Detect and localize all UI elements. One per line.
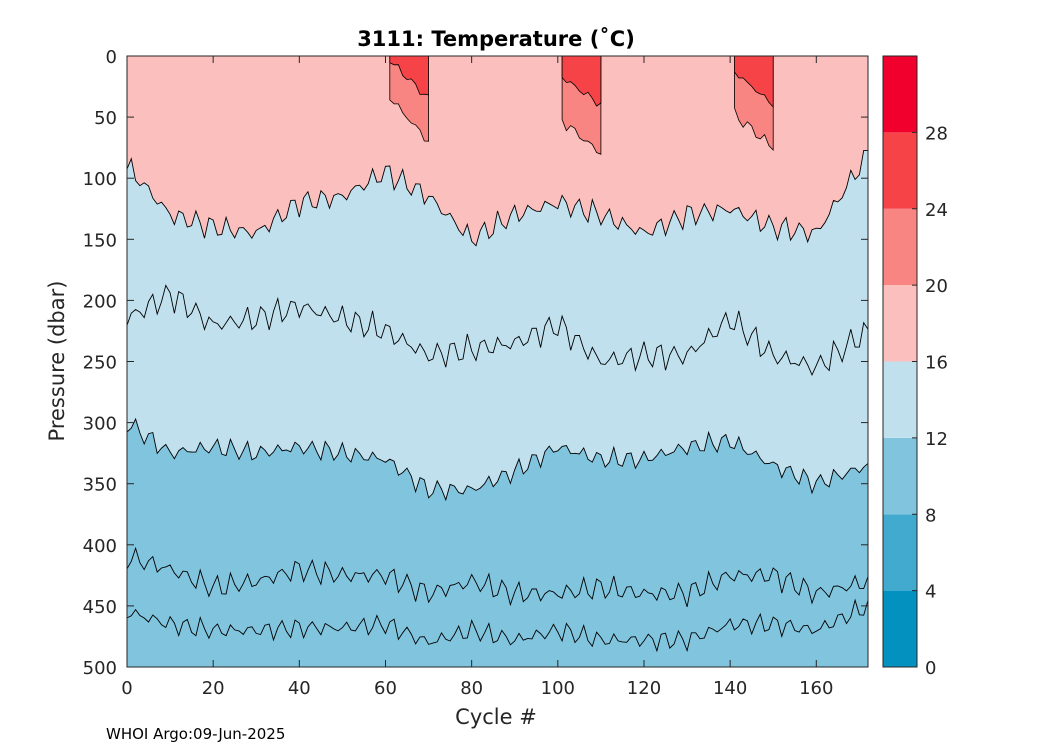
y-tick-label: 300 <box>83 414 117 435</box>
y-axis-label: Pressure (dbar) <box>45 281 69 442</box>
x-tick-label: 80 <box>460 678 483 699</box>
y-tick-label: 450 <box>83 597 117 618</box>
colorbar-tick-label: 12 <box>925 429 948 450</box>
colorbar-tick-label: 28 <box>925 123 948 144</box>
y-tick-label: 250 <box>83 353 117 374</box>
x-axis-label: Cycle # <box>455 705 537 729</box>
y-tick-label: 350 <box>83 475 117 496</box>
isotherm-12 <box>127 417 868 502</box>
colorbar-swatch <box>883 132 917 209</box>
colorbar-tick-label: 24 <box>925 200 948 221</box>
colorbar-swatch <box>883 514 917 591</box>
y-tick-label: 0 <box>106 47 117 68</box>
band-24-28-2 <box>734 56 774 109</box>
colorbar-swatch <box>883 590 917 667</box>
band-24-28-0 <box>389 56 429 96</box>
colorbar-tick-label: 16 <box>925 353 948 374</box>
y-tick-label: 500 <box>83 658 117 679</box>
isotherm-16 <box>127 149 868 247</box>
colorbar-swatch <box>883 361 917 438</box>
colorbar-swatch <box>883 208 917 286</box>
colorbar-tick-label: 8 <box>925 505 936 526</box>
colorbar-tick-label: 4 <box>925 582 936 603</box>
x-tick-label: 40 <box>288 678 311 699</box>
colorbar: 0 4 8 12 16 20 24 28 <box>882 55 948 679</box>
x-tick-label: 20 <box>202 678 225 699</box>
y-tick-label: 400 <box>83 536 117 557</box>
colorbar-tick-label: 0 <box>925 658 936 679</box>
x-tick-label: 0 <box>121 678 132 699</box>
band-24-28-1 <box>561 56 602 107</box>
colorbar-swatch <box>883 437 917 515</box>
y-tick-label: 50 <box>94 108 117 129</box>
band-16-20 <box>127 56 868 246</box>
colorbar-swatch <box>883 56 917 133</box>
x-tick-label: 100 <box>541 678 575 699</box>
x-tick-label: 120 <box>627 678 661 699</box>
isotherm-8 <box>127 598 868 653</box>
isotherm-14 <box>127 284 868 377</box>
colorbar-swatch <box>883 285 917 362</box>
y-tick-label: 200 <box>83 291 117 312</box>
x-tick-label: 60 <box>374 678 397 699</box>
x-tick-label: 140 <box>713 678 747 699</box>
chart-title: 3111: Temperature (˚C) <box>357 27 635 51</box>
colorbar-tick-label: 20 <box>925 276 948 297</box>
y-tick-label: 100 <box>83 169 117 190</box>
x-tick-label: 160 <box>799 678 833 699</box>
isotherm-10 <box>127 546 868 608</box>
y-tick-label: 150 <box>83 230 117 251</box>
footer-credit: WHOI Argo:09-Jun-2025 <box>106 725 286 743</box>
